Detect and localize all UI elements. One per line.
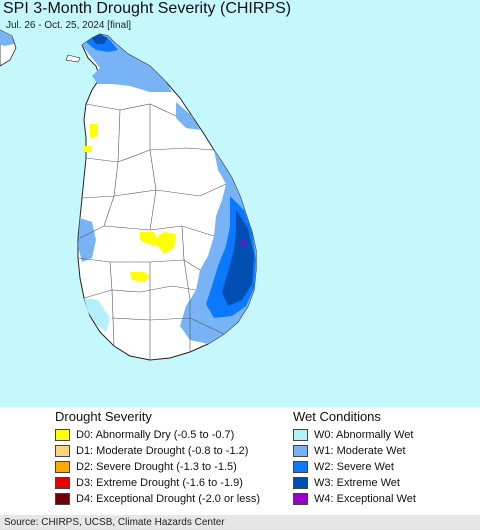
legend-label-w4: W4: Exceptional Wet xyxy=(314,493,416,505)
map-subtitle: Jul. 26 - Oct. 25, 2024 [final] xyxy=(6,20,132,31)
legend-item-d2: D2: Severe Drought (-1.3 to -1.5) xyxy=(55,460,237,474)
legend-swatch-w0 xyxy=(293,429,308,441)
wet-northeast-w1 xyxy=(176,102,200,130)
district-boundaries xyxy=(77,103,227,360)
legend-item-w0: W0: Abnormally Wet xyxy=(293,428,413,442)
legend-label-w1: W1: Moderate Wet xyxy=(314,445,406,457)
legend-swatch-d0 xyxy=(55,429,70,441)
legend-item-d0: D0: Abnormally Dry (-0.5 to -0.7) xyxy=(55,428,234,442)
india-wet-area xyxy=(0,30,14,46)
dry-west xyxy=(84,146,92,152)
legend-item-d1: D1: Moderate Drought (-0.8 to -1.2) xyxy=(55,444,248,458)
legend-label-d2: D2: Severe Drought (-1.3 to -1.5) xyxy=(76,461,237,473)
legend-swatch-w4 xyxy=(293,493,308,505)
legend-label-w0: W0: Abnormally Wet xyxy=(314,429,414,441)
legend-item-d4: D4: Exceptional Drought (-2.0 or less) xyxy=(55,492,260,506)
mannar-island xyxy=(65,54,81,63)
legend-label-d4: D4: Exceptional Drought (-2.0 or less) xyxy=(76,493,261,505)
drought-legend-heading: Drought Severity xyxy=(55,409,152,424)
dry-central xyxy=(140,232,176,254)
legend-label-w3: W3: Extreme Wet xyxy=(314,477,400,489)
dry-northwest xyxy=(90,124,98,138)
source-credit: Source: CHIRPS, UCSB, Climate Hazards Ce… xyxy=(0,515,480,530)
wet-north-w3 xyxy=(92,34,108,44)
legend-label-w2: W2: Severe Wet xyxy=(314,461,394,473)
wet-legend-heading: Wet Conditions xyxy=(293,409,381,424)
legend-item-w3: W3: Extreme Wet xyxy=(293,476,400,490)
legend-item-w4: W4: Exceptional Wet xyxy=(293,492,416,506)
legend-swatch-w3 xyxy=(293,477,308,489)
legend-item-w2: W2: Severe Wet xyxy=(293,460,394,474)
legend-label-d3: D3: Extreme Drought (-1.6 to -1.9) xyxy=(76,477,243,489)
legend-label-d1: D1: Moderate Drought (-0.8 to -1.2) xyxy=(76,445,249,457)
wet-east-w4 xyxy=(241,240,246,246)
legend-swatch-d2 xyxy=(55,461,70,473)
legend-label-d0: D0: Abnormally Dry (-0.5 to -0.7) xyxy=(76,429,235,441)
legend-swatch-w2 xyxy=(293,461,308,473)
legend-swatch-d3 xyxy=(55,477,70,489)
legend-swatch-d4 xyxy=(55,493,70,505)
map-title: SPI 3-Month Drought Severity (CHIRPS) xyxy=(3,0,292,17)
drought-map: SPI 3-Month Drought Severity (CHIRPS) Ju… xyxy=(0,0,480,407)
wet-east-w3 xyxy=(222,210,254,306)
legend: Drought Severity D0: Abnormally Dry (-0.… xyxy=(0,407,480,515)
legend-swatch-d1 xyxy=(55,445,70,457)
legend-item-d3: D3: Extreme Drought (-1.6 to -1.9) xyxy=(55,476,243,490)
legend-item-w1: W1: Moderate Wet xyxy=(293,444,406,458)
legend-swatch-w1 xyxy=(293,445,308,457)
wet-southwest-w0 xyxy=(84,298,110,332)
map-canvas xyxy=(0,29,257,361)
dry-central-south xyxy=(130,272,150,282)
wet-west-w1 xyxy=(78,218,96,262)
